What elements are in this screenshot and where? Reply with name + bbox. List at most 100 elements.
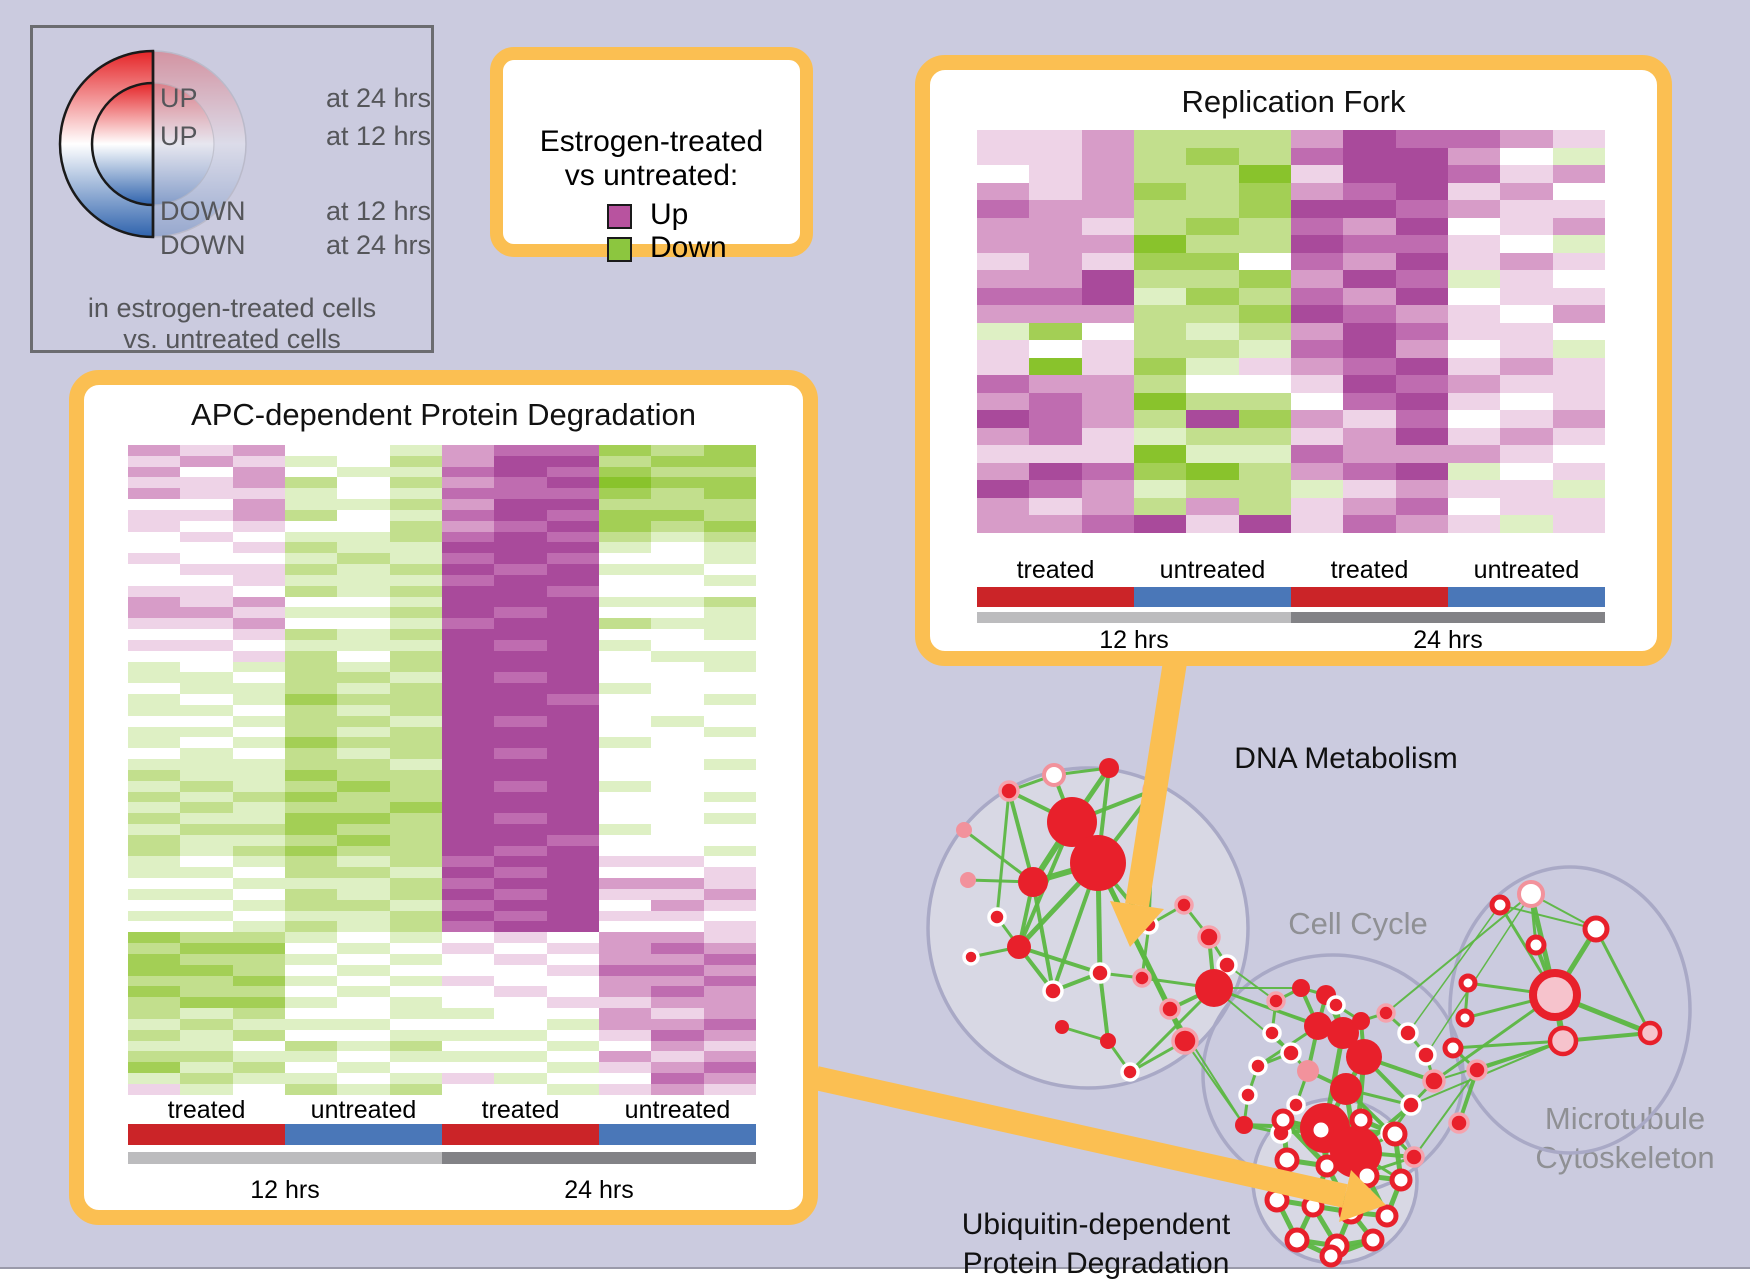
heatmap-cell (1133, 497, 1187, 516)
heatmap-cell (128, 466, 181, 478)
heatmap-cell (651, 499, 704, 510)
apc-time-labels: 12 hrs 24 hrs (128, 1176, 756, 1205)
heatmap-cell (598, 531, 652, 543)
heatmap-cell (1290, 322, 1344, 341)
heatmap-cell (1343, 287, 1396, 306)
heatmap-cell (284, 629, 338, 640)
heatmap-cell (180, 564, 233, 575)
heatmap-cell (1081, 200, 1134, 218)
heatmap-row (128, 769, 756, 781)
heatmap-cell (337, 856, 390, 868)
heatmap-cell (180, 596, 233, 608)
heatmap-cell (284, 564, 338, 575)
heatmap-cell (284, 596, 338, 608)
heatmap-row (977, 130, 1605, 148)
heatmap-cell (389, 943, 442, 954)
heatmap-cell (180, 986, 233, 998)
heatmap-cell (441, 834, 495, 846)
heatmap-row (128, 574, 756, 586)
rf-group-labels: treated untreated treated untreated (977, 556, 1605, 585)
heatmap-cell (494, 520, 547, 532)
scale-at-24b-label: at 24 hrs (325, 230, 431, 260)
heatmap-cell (128, 888, 181, 900)
heatmap-cell (389, 823, 442, 835)
heatmap-cell (389, 683, 442, 695)
heatmap-cell (441, 780, 495, 792)
heatmap-cell (441, 1051, 495, 1063)
heatmap-cell (494, 683, 547, 695)
heatmap-cell (284, 661, 338, 673)
heatmap-cell (1343, 270, 1396, 288)
heatmap-row (128, 1062, 756, 1074)
heatmap-cell (232, 694, 285, 705)
heatmap-cell (1029, 217, 1082, 236)
heatmap-cell (977, 200, 1030, 218)
heatmap-cell (598, 661, 652, 673)
heatmap-cell (1186, 200, 1239, 218)
heatmap-cell (1133, 445, 1187, 463)
heatmap-cell (441, 488, 495, 500)
condition-group-label: untreated (310, 1096, 417, 1124)
heatmap-cell (1447, 130, 1501, 148)
heatmap-cell (232, 780, 285, 792)
heatmap-cell (284, 823, 338, 835)
heatmap-cell (180, 1040, 233, 1052)
heatmap-cell (651, 466, 704, 478)
heatmap-cell (1395, 462, 1448, 481)
heatmap-cell (337, 553, 390, 565)
heatmap-cell (389, 607, 442, 619)
heatmap-cell (546, 477, 599, 489)
heatmap-row (977, 200, 1605, 218)
heatmap-cell (1081, 252, 1134, 271)
heatmap-cell (651, 1018, 704, 1030)
heatmap-cell (546, 975, 599, 987)
heatmap-cell (1081, 130, 1134, 148)
heatmap-cell (337, 650, 390, 662)
scale-up-24-label: UP (160, 83, 198, 113)
heatmap-cell (494, 477, 547, 489)
condition-color-bar (128, 1124, 285, 1145)
heatmap-cell (1186, 182, 1239, 201)
heatmap-cell (284, 509, 338, 521)
heatmap-cell (337, 953, 390, 965)
heatmap-cell (389, 531, 442, 543)
expression-scale-legend: UP at 24 hrs UP at 12 hrs DOWN at 12 hrs… (30, 25, 434, 354)
heatmap-cell (651, 910, 704, 922)
heatmap-row (128, 964, 756, 976)
heatmap-cell (1343, 182, 1396, 201)
heatmap-cell (651, 629, 704, 640)
heatmap-cell (1290, 515, 1344, 533)
heatmap-cell (337, 542, 390, 554)
heatmap-cell (1186, 305, 1239, 323)
heatmap-cell (1447, 287, 1501, 306)
heatmap-row (128, 867, 756, 879)
heatmap-cell (598, 607, 652, 619)
heatmap-cell (546, 802, 599, 814)
heatmap-cell (1552, 287, 1605, 306)
heatmap-cell (651, 564, 704, 575)
condition-color-bar (599, 1124, 756, 1145)
heatmap-cell (284, 759, 338, 770)
heatmap-row (977, 287, 1605, 306)
heatmap-cell (1186, 252, 1239, 271)
heatmap-cell (1029, 462, 1082, 481)
heatmap-cell (1238, 200, 1291, 218)
heatmap-cell (1186, 375, 1239, 393)
heatmap-cell (651, 899, 704, 911)
heatmap-cell (337, 899, 390, 911)
heatmap-cell (284, 683, 338, 695)
heatmap-cell (546, 639, 599, 651)
heatmap-cell (232, 791, 285, 803)
heatmap-cell (284, 910, 338, 922)
heatmap-cell (441, 1008, 495, 1019)
heatmap-cell (546, 759, 599, 770)
cluster-label: Ubiquitin-dependent Protein Degradation (961, 1208, 1231, 1279)
heatmap-cell (1290, 445, 1344, 463)
heatmap-cell (1343, 515, 1396, 533)
heatmap-cell (1343, 252, 1396, 271)
scale-caption-line2: vs. untreated cells (123, 324, 341, 354)
heatmap-cell (546, 1083, 599, 1095)
heatmap-cell (1133, 322, 1187, 341)
heatmap-cell (337, 618, 390, 630)
heatmap-cell (546, 823, 599, 835)
